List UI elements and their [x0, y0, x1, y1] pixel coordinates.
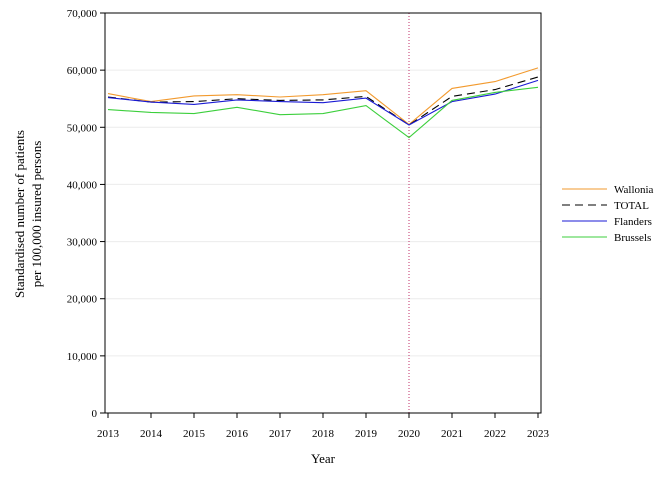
y-tick-label: 70,000: [67, 8, 98, 20]
y-tick-label: 10,000: [67, 351, 98, 363]
x-tick-label: 2023: [527, 428, 550, 440]
x-tick-label: 2019: [355, 428, 378, 440]
series-line-brussels: [107, 86, 539, 139]
x-tick-label: 2018: [312, 428, 335, 440]
x-tick-label: 2017: [269, 428, 292, 440]
x-axis-title: Year: [311, 451, 336, 466]
x-tick-label: 2013: [97, 428, 120, 440]
series-line-flanders: [107, 79, 539, 126]
y-axis-title: Standardised number of patients per 100,…: [12, 130, 44, 298]
gridlines: [105, 69, 541, 357]
series-line-total: [107, 76, 539, 126]
y-axis-title-line-2: per 100,000 insured persons: [29, 141, 44, 288]
series-lines: [107, 67, 539, 139]
y-tick-label: 0: [92, 408, 98, 420]
x-tick-label: 2015: [183, 428, 206, 440]
y-axis-title-line-1: Standardised number of patients: [12, 130, 27, 298]
legend-label-brussels: Brussels: [614, 232, 651, 244]
legend-label-wallonia: Wallonia: [614, 184, 654, 196]
y-tick-label: 40,000: [67, 179, 98, 191]
x-tick-label: 2016: [226, 428, 249, 440]
x-tick-label: 2014: [140, 428, 163, 440]
y-tick-label: 50,000: [67, 122, 98, 134]
y-tick-label: 30,000: [67, 237, 98, 249]
legend-label-total: TOTAL: [614, 200, 649, 212]
plot-frame: [104, 12, 542, 414]
legend: Wallonia TOTAL Flanders Brussels: [562, 184, 654, 244]
x-tick-label: 2022: [484, 428, 506, 440]
x-tick-label: 2020: [398, 428, 421, 440]
y-tick-label: 60,000: [67, 65, 98, 77]
x-axis: 2013 2014 2015 2016 2017 2018 2019 2020 2021 2022…: [97, 413, 550, 440]
x-tick-label: 2021: [441, 428, 463, 440]
series-line-wallonia: [107, 67, 539, 126]
y-tick-label: 20,000: [67, 294, 98, 306]
y-axis: 0 10,000 20,000 30,000 40,000 50,000 60,000 70,…: [67, 8, 105, 420]
legend-label-flanders: Flanders: [614, 216, 652, 228]
